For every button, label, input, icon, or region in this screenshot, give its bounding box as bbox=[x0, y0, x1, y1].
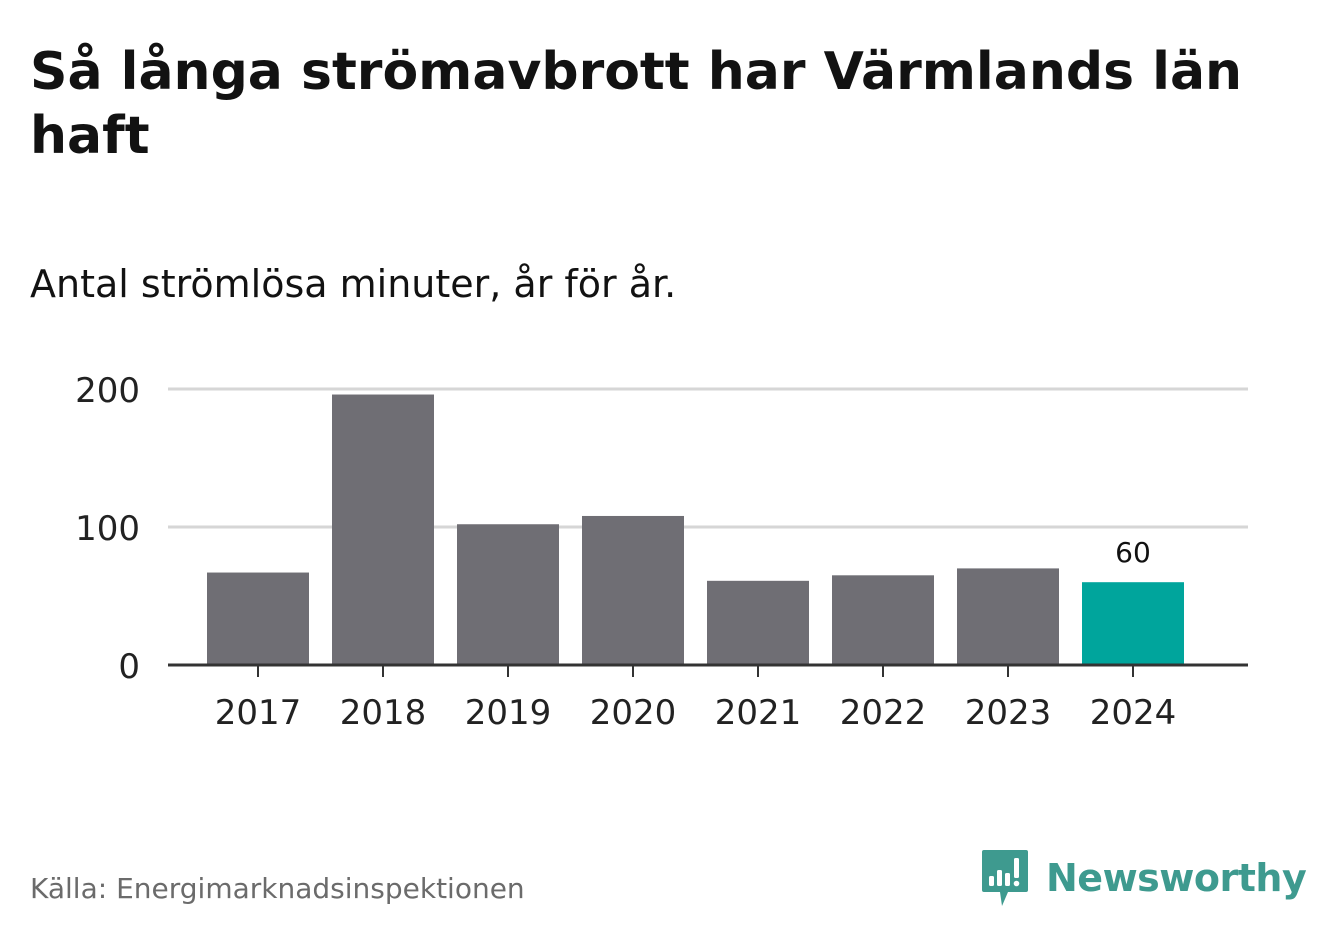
bar-2018 bbox=[332, 394, 434, 665]
bar-2023 bbox=[957, 568, 1059, 665]
brand-name: Newsworthy bbox=[1046, 856, 1307, 900]
source-note: Källa: Energimarknadsinspektionen bbox=[30, 872, 525, 905]
y-tick-label-0: 0 bbox=[118, 647, 140, 687]
newsworthy-logo-icon bbox=[982, 850, 1028, 906]
bar-2019 bbox=[457, 524, 559, 665]
x-tick-label-2023: 2023 bbox=[965, 693, 1052, 733]
bar-2017 bbox=[207, 572, 309, 665]
data-label-2024: 60 bbox=[1115, 536, 1151, 569]
bar-2021 bbox=[707, 580, 809, 665]
x-tick-label-2018: 2018 bbox=[340, 693, 427, 733]
y-tick-label-100: 100 bbox=[75, 509, 140, 549]
brand: Newsworthy bbox=[980, 848, 1307, 908]
bar-2022 bbox=[832, 575, 934, 665]
x-tick-label-2024: 2024 bbox=[1090, 693, 1177, 733]
chart-subtitle: Antal strömlösa minuter, år för år. bbox=[30, 262, 677, 306]
x-tick-label-2017: 2017 bbox=[215, 693, 302, 733]
y-tick-label-200: 200 bbox=[75, 371, 140, 411]
chart-title: Så långa strömavbrott har Värmlands län … bbox=[30, 42, 1243, 166]
x-tick-label-2020: 2020 bbox=[590, 693, 677, 733]
bar-2020 bbox=[582, 515, 684, 665]
x-tick-label-2019: 2019 bbox=[465, 693, 552, 733]
x-tick-label-2022: 2022 bbox=[840, 693, 927, 733]
bar-2024 bbox=[1082, 582, 1184, 665]
x-tick-label-2021: 2021 bbox=[715, 693, 802, 733]
